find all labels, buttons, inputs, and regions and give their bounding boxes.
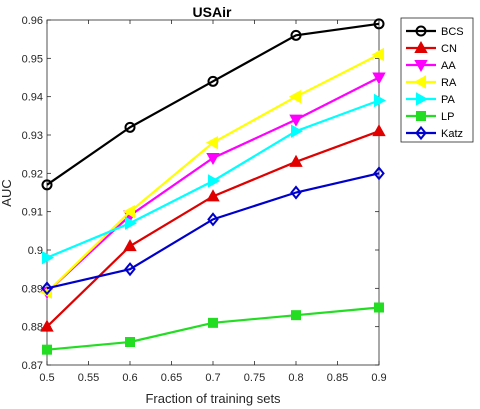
data-point: [372, 72, 386, 85]
data-point: [290, 29, 302, 41]
y-tick-label: 0.96: [22, 15, 43, 27]
data-point: [372, 124, 386, 137]
legend-label: AA: [441, 60, 456, 72]
data-point: [288, 89, 301, 104]
x-tick-label: 0.55: [78, 372, 99, 384]
legend-label: RA: [441, 77, 457, 89]
series-line-katz: [46, 172, 380, 290]
data-point: [125, 216, 138, 230]
y-tick-label: 0.88: [22, 322, 43, 334]
data-point: [124, 121, 136, 133]
data-point: [124, 262, 136, 277]
data-point: [290, 185, 302, 200]
data-point: [373, 18, 385, 30]
legend-label: CN: [441, 43, 457, 55]
legend: BCS CN AA RA PA LP Katz: [400, 17, 474, 143]
series-layer: [39, 18, 387, 355]
data-point: [206, 153, 220, 166]
legend-item-bcs: BCS: [406, 25, 464, 38]
series-bcs: [41, 18, 385, 191]
x-tick-label: 0.9: [371, 372, 386, 384]
data-point: [371, 47, 384, 62]
x-tick-label: 0.65: [161, 372, 182, 384]
data-point: [125, 337, 135, 347]
legend-marker: [416, 111, 426, 121]
data-point: [291, 310, 301, 321]
y-tick-label: 0.87: [22, 360, 43, 372]
x-tick-label: 0.6: [122, 372, 137, 384]
legend-item-lp: LP: [406, 111, 454, 123]
legend-marker: [415, 25, 427, 37]
legend-item-pa: PA: [406, 92, 456, 106]
data-point: [42, 250, 55, 265]
data-point: [208, 317, 218, 328]
y-axis-label: AUC: [0, 179, 14, 206]
legend-item-katz: Katz: [406, 125, 463, 141]
data-point: [289, 114, 303, 127]
series-pa: [42, 93, 387, 265]
series-cn: [40, 124, 386, 332]
y-tick-label: 0.91: [22, 207, 43, 219]
legend-marker: [414, 40, 428, 53]
legend-marker: [415, 125, 427, 141]
x-tick-label: 0.85: [327, 372, 348, 384]
x-tick-label: 0.8: [288, 372, 303, 384]
data-point: [122, 204, 135, 219]
legend-label: BCS: [441, 26, 464, 38]
chart-title: USAir: [193, 4, 232, 20]
data-point: [291, 124, 304, 138]
legend-item-ra: RA: [406, 75, 457, 89]
series-katz: [41, 166, 385, 296]
axis-ticks: 0.5 0.55 0.6 0.65 0.7 0.75 0.8 0.85 0.9 0.87 0.88 0…: [22, 15, 387, 384]
data-point: [208, 174, 221, 188]
data-point: [374, 93, 387, 108]
legend-item-cn: CN: [406, 40, 457, 55]
x-tick-label: 0.75: [244, 372, 265, 384]
y-tick-label: 0.9: [28, 245, 43, 257]
series-ra: [39, 47, 384, 299]
legend-marker: [416, 92, 429, 106]
y-tick-label: 0.92: [22, 168, 43, 180]
legend-label: PA: [441, 94, 456, 106]
data-point: [207, 212, 219, 227]
legend-marker: [414, 60, 428, 73]
data-point: [206, 189, 220, 202]
data-point: [123, 239, 137, 252]
x-axis-label: Fraction of training sets: [145, 391, 281, 406]
data-point: [289, 154, 303, 167]
series-lp: [42, 302, 384, 355]
data-point: [41, 281, 53, 296]
data-point: [205, 135, 218, 150]
data-point: [374, 302, 384, 313]
data-point: [41, 179, 53, 191]
data-point: [40, 319, 54, 332]
y-tick-label: 0.94: [22, 92, 43, 104]
x-tick-label: 0.5: [39, 372, 54, 384]
y-tick-label: 0.95: [22, 53, 43, 65]
legend-item-aa: AA: [406, 60, 456, 73]
x-tick-label: 0.7: [205, 372, 220, 384]
data-point: [373, 166, 385, 181]
legend-marker: [413, 75, 426, 89]
y-tick-label: 0.89: [22, 283, 43, 295]
data-point: [207, 75, 219, 87]
series-line-bcs: [46, 22, 380, 186]
legend-label: Katz: [441, 128, 463, 140]
y-tick-label: 0.93: [22, 130, 43, 142]
legend-box: [400, 17, 474, 143]
legend-label: LP: [441, 111, 454, 123]
data-point: [42, 344, 52, 355]
